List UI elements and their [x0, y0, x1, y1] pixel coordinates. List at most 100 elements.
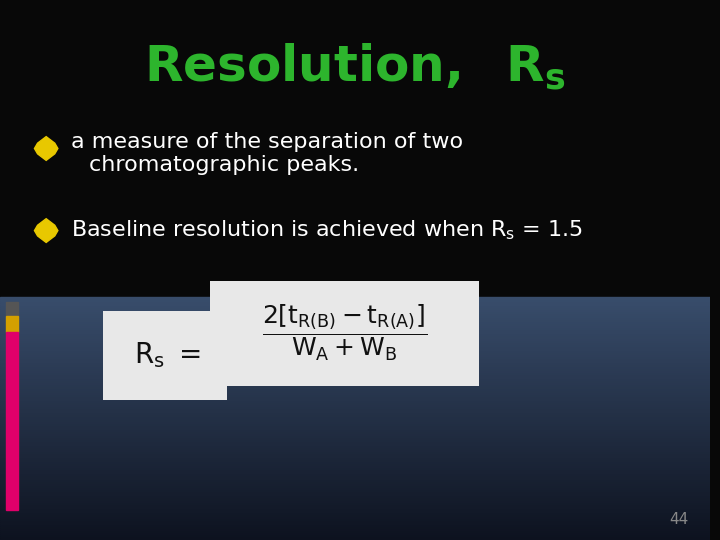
Bar: [0, 471, 710, 473]
Bar: [0, 483, 710, 485]
Text: a measure of the separation of two: a measure of the separation of two: [71, 132, 463, 152]
Bar: [0, 445, 710, 447]
Bar: [0, 433, 710, 435]
Bar: [0, 372, 710, 374]
Bar: [0, 318, 710, 319]
Bar: [0, 538, 710, 540]
Bar: [0, 348, 710, 350]
Bar: [0, 532, 710, 534]
Bar: [6, 302, 19, 316]
Bar: [0, 465, 710, 467]
Bar: [0, 508, 710, 510]
Bar: [0, 424, 710, 427]
Bar: [0, 481, 710, 483]
Bar: [0, 370, 710, 372]
Bar: [0, 441, 710, 443]
Bar: [0, 352, 710, 354]
Bar: [0, 410, 710, 413]
Bar: [0, 491, 710, 494]
Bar: [0, 343, 710, 346]
Bar: [0, 404, 710, 406]
Bar: [0, 453, 710, 455]
Bar: [0, 303, 710, 305]
Text: 44: 44: [670, 511, 689, 526]
Bar: [0, 463, 710, 465]
Bar: [0, 309, 710, 311]
Bar: [0, 510, 710, 512]
Bar: [0, 378, 710, 380]
Bar: [0, 449, 710, 451]
Bar: [0, 421, 710, 422]
Bar: [0, 360, 710, 362]
Bar: [0, 461, 710, 463]
Bar: [0, 459, 710, 461]
Bar: [0, 384, 710, 386]
Bar: [0, 475, 710, 477]
Bar: [0, 390, 710, 392]
Bar: [0, 519, 710, 522]
Bar: [0, 500, 710, 502]
Bar: [0, 329, 710, 332]
Bar: [0, 494, 710, 496]
Bar: [0, 376, 710, 378]
Bar: [0, 427, 710, 429]
Bar: [0, 408, 710, 410]
Text: $\dfrac{2\left[\mathrm{t_{R(B)}-t_{R(A)}}\right]}{\mathrm{W_A+W_B}}$: $\dfrac{2\left[\mathrm{t_{R(B)}-t_{R(A)}…: [262, 303, 427, 363]
Bar: [0, 382, 710, 384]
Text: $\mathrm{R_s \ =}$: $\mathrm{R_s \ =}$: [134, 340, 202, 370]
Bar: [0, 487, 710, 489]
Bar: [210, 281, 480, 386]
Bar: [0, 338, 710, 340]
Bar: [0, 402, 710, 404]
Bar: [0, 516, 710, 518]
Bar: [0, 311, 710, 313]
Bar: [0, 335, 710, 338]
Bar: [0, 514, 710, 516]
Bar: [0, 325, 710, 327]
Bar: [0, 469, 710, 471]
Bar: [0, 315, 710, 317]
Bar: [0, 368, 710, 370]
Bar: [0, 366, 710, 368]
Bar: [0, 502, 710, 503]
Bar: [0, 422, 710, 424]
Bar: [0, 323, 710, 325]
Bar: [0, 332, 710, 333]
Bar: [0, 534, 710, 536]
Bar: [0, 503, 710, 505]
Bar: [0, 416, 710, 419]
Bar: [0, 415, 710, 416]
Bar: [0, 496, 710, 497]
Bar: [0, 512, 710, 514]
Bar: [0, 438, 710, 441]
Bar: [0, 406, 710, 408]
Bar: [0, 342, 710, 343]
Bar: [0, 357, 710, 360]
Bar: [0, 530, 710, 532]
Bar: [0, 299, 710, 301]
Bar: [0, 374, 710, 376]
Polygon shape: [35, 219, 58, 242]
Bar: [0, 346, 710, 348]
Bar: [0, 524, 710, 526]
Bar: [0, 437, 710, 438]
Bar: [0, 399, 710, 400]
Bar: [0, 350, 710, 352]
Bar: [0, 354, 710, 356]
Bar: [0, 485, 710, 487]
Bar: [0, 356, 710, 357]
Bar: [0, 400, 710, 402]
Bar: [0, 536, 710, 538]
Bar: [0, 364, 710, 366]
Bar: [0, 435, 710, 437]
Bar: [0, 467, 710, 469]
Bar: [0, 313, 710, 315]
Bar: [0, 518, 710, 519]
Bar: [0, 394, 710, 396]
Bar: [0, 526, 710, 528]
Bar: [0, 451, 710, 453]
Bar: [0, 297, 710, 299]
Bar: [0, 480, 710, 481]
Bar: [0, 413, 710, 415]
Bar: [0, 443, 710, 445]
